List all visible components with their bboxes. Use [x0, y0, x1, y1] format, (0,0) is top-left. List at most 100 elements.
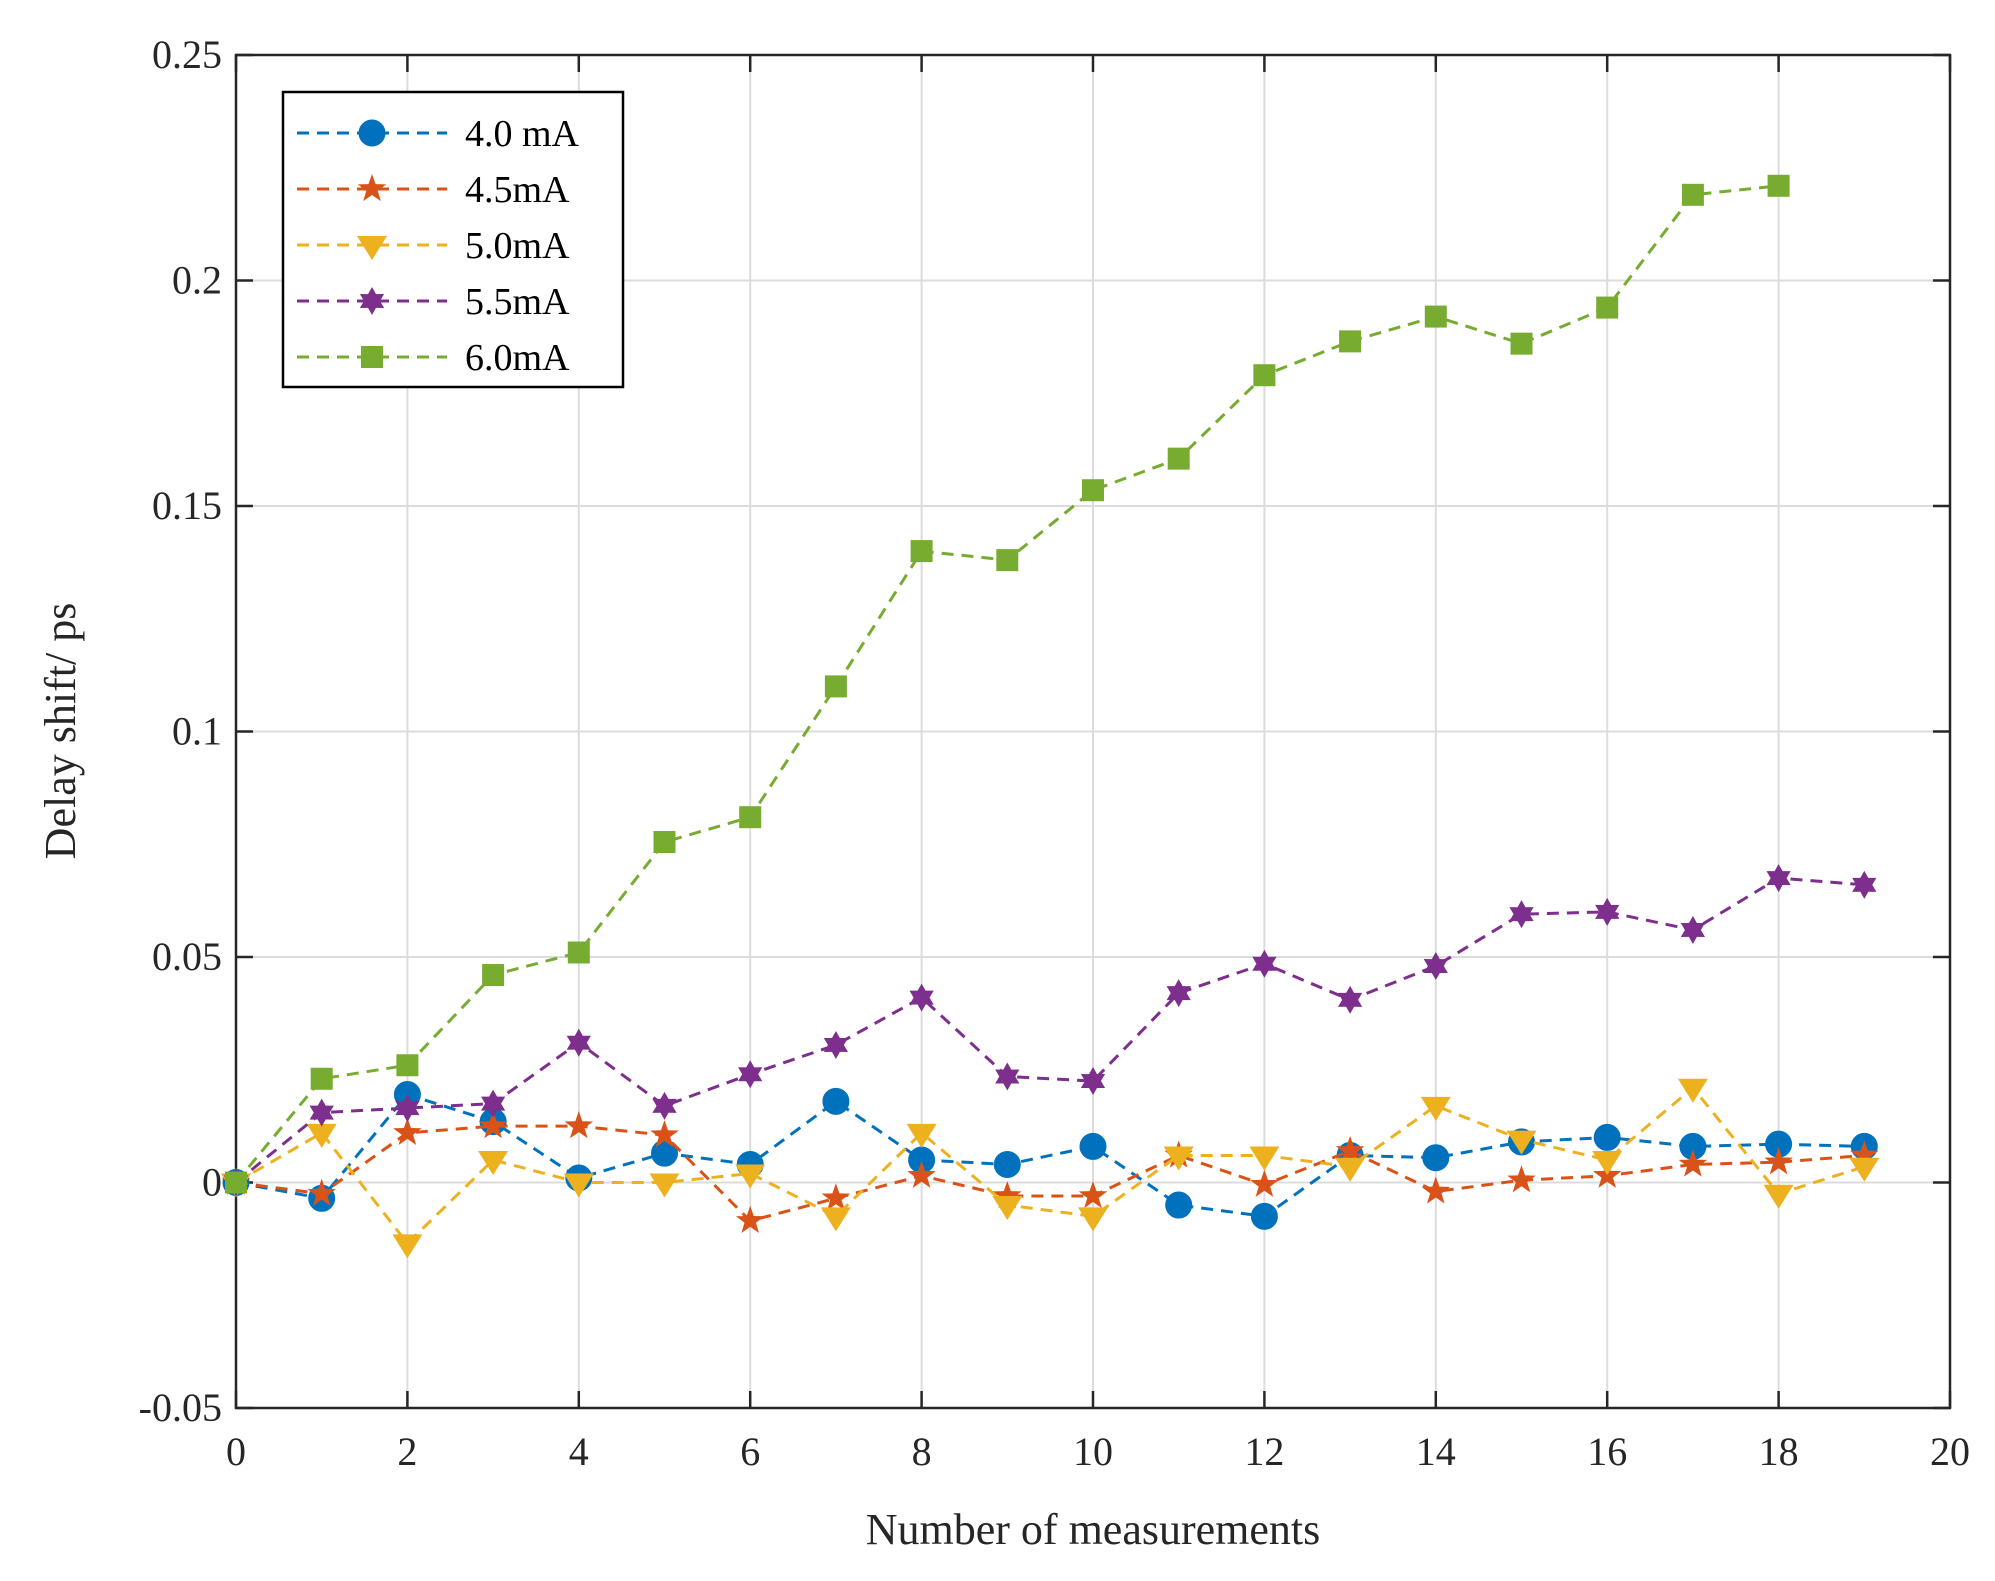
data-point	[1250, 1169, 1279, 1197]
data-point	[823, 1030, 849, 1059]
legend-marker	[358, 119, 386, 147]
data-point	[1681, 183, 1704, 206]
data-point	[739, 806, 762, 829]
data-point	[482, 964, 505, 987]
data-point	[563, 1173, 594, 1198]
data-point	[393, 1117, 422, 1146]
data-point	[1596, 296, 1619, 319]
data-point	[392, 1234, 423, 1259]
series-5	[225, 174, 1790, 1194]
data-point	[1852, 870, 1877, 899]
data-point	[225, 1171, 247, 1194]
y-tick-label: 0.15	[152, 483, 222, 528]
data-point	[995, 1062, 1020, 1091]
data-point	[1510, 332, 1533, 355]
data-point	[1250, 1202, 1278, 1230]
legend-marker	[361, 346, 383, 368]
data-point	[1080, 1067, 1106, 1096]
data-point	[1767, 174, 1790, 197]
x-tick-label: 16	[1587, 1429, 1627, 1474]
data-point	[653, 830, 676, 853]
legend-marker	[357, 174, 387, 202]
data-point	[649, 1173, 680, 1198]
legend-item: 5.5mA	[297, 281, 570, 323]
legend-label: 4.5mA	[465, 169, 570, 211]
data-point	[1592, 1150, 1623, 1175]
x-tick-label: 20	[1930, 1429, 1970, 1474]
data-point	[824, 675, 847, 698]
data-point	[478, 1111, 508, 1139]
legend: 4.0 mA 4.5mA 5.0mA 5.5mA 6.0mA	[281, 90, 625, 389]
legend-marker	[359, 287, 385, 315]
data-point	[478, 1150, 509, 1175]
data-point	[310, 1067, 333, 1090]
y-tick-label: 0.05	[152, 934, 222, 979]
data-point	[1339, 330, 1362, 353]
x-tick-label: 10	[1073, 1429, 1113, 1474]
data-point	[567, 941, 590, 964]
data-point	[993, 1150, 1021, 1178]
legend-item: 5.0mA	[297, 225, 570, 267]
x-tick-label: 4	[569, 1429, 589, 1474]
y-tick-label: 0	[202, 1160, 222, 1205]
data-point	[992, 1196, 1023, 1221]
x-tick-label: 18	[1759, 1429, 1799, 1474]
y-tick-label: 0.1	[172, 709, 222, 754]
data-point	[822, 1087, 850, 1115]
x-tick-label: 2	[397, 1429, 417, 1474]
data-point	[309, 1098, 334, 1127]
data-point	[1506, 1130, 1537, 1155]
series-line	[235, 1092, 1865, 1218]
x-tick-labels: 0 2 4 6 8 10 12 14 16 18 20	[226, 1429, 1970, 1474]
legend-marker	[357, 236, 387, 260]
x-tick-label: 0	[226, 1429, 246, 1474]
y-tick-label: 0.2	[172, 258, 222, 303]
data-point	[735, 1205, 765, 1233]
data-point	[1165, 1191, 1193, 1219]
x-tick-label: 12	[1244, 1429, 1284, 1474]
y-tick-labels: -0.05 0 0.05 0.1 0.15 0.2 0.25	[139, 32, 222, 1430]
data-point	[1423, 952, 1448, 981]
data-point	[1424, 305, 1447, 328]
data-point	[1335, 1135, 1365, 1164]
data-point	[1766, 864, 1791, 893]
data-point	[1764, 1147, 1793, 1175]
data-point	[1167, 447, 1190, 470]
x-tick-label: 8	[912, 1429, 932, 1474]
data-point	[1163, 1146, 1194, 1171]
data-point	[910, 540, 933, 563]
data-point	[1249, 1146, 1280, 1171]
data-point	[480, 1089, 506, 1118]
data-point	[1078, 1207, 1108, 1232]
data-point	[821, 1183, 851, 1211]
data-point	[1850, 1140, 1879, 1168]
data-point	[1253, 364, 1276, 387]
data-point	[738, 1060, 763, 1089]
data-point	[1509, 900, 1534, 929]
data-point	[1507, 1165, 1536, 1193]
data-point	[1763, 1184, 1794, 1209]
data-point	[996, 549, 1019, 572]
series-layer	[221, 174, 1880, 1259]
data-point	[652, 1091, 677, 1120]
data-point	[1677, 1078, 1708, 1103]
y-axis-label: Delay shift/ ps	[36, 603, 85, 860]
data-point	[1337, 985, 1363, 1014]
data-point	[909, 983, 934, 1012]
legend-item: 4.5mA	[297, 169, 570, 211]
y-tick-label: 0.25	[152, 32, 222, 77]
series-3	[221, 1078, 1880, 1259]
data-point	[1422, 1144, 1450, 1172]
data-point	[1593, 1123, 1621, 1151]
x-tick-label: 6	[740, 1429, 760, 1474]
data-point	[1849, 1157, 1880, 1182]
legend-label: 6.0mA	[465, 337, 570, 379]
data-point	[907, 1160, 936, 1188]
data-point	[396, 1054, 419, 1077]
series-line	[235, 1124, 1865, 1223]
data-point	[1079, 1132, 1107, 1160]
legend-item: 4.0 mA	[297, 113, 580, 155]
data-point	[564, 1111, 594, 1139]
data-point	[307, 1178, 336, 1206]
